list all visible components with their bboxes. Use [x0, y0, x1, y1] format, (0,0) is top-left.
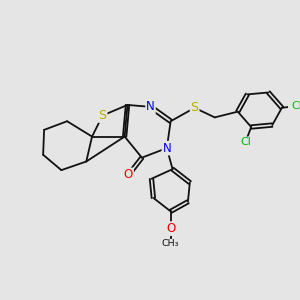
Text: N: N [162, 142, 171, 154]
Text: N: N [146, 100, 155, 113]
Text: O: O [124, 168, 133, 182]
Text: S: S [99, 109, 106, 122]
Text: CH₃: CH₃ [162, 239, 179, 248]
Text: S: S [190, 101, 199, 114]
Text: O: O [166, 222, 175, 235]
Text: Cl: Cl [240, 137, 251, 147]
Text: Cl: Cl [292, 101, 300, 111]
